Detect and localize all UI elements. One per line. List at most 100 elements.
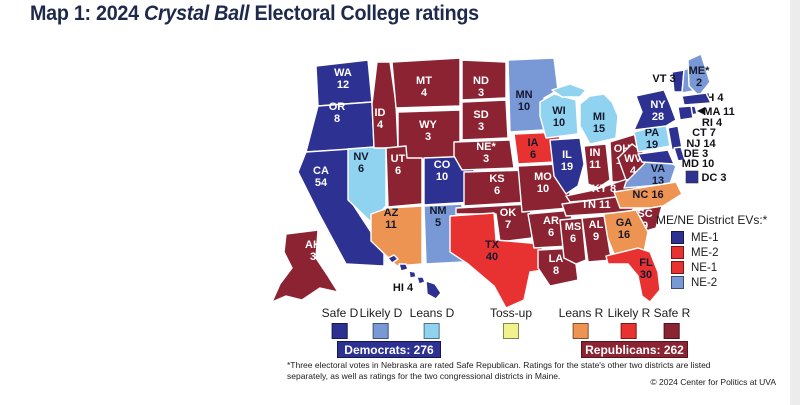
state-label-me: ME* xyxy=(689,65,711,77)
legend-swatch-likely-d xyxy=(373,323,389,339)
legend-swatch-likely-r xyxy=(621,323,637,339)
state-label-wa: WA xyxy=(334,67,352,79)
state-il xyxy=(549,137,585,195)
state-label-az: AZ xyxy=(384,207,399,219)
state-label-ar: AR xyxy=(543,215,559,227)
state-label-md: MD 10 xyxy=(682,158,714,170)
state-label-ma: MA 11 xyxy=(703,106,734,118)
state-label-ct: CT 7 xyxy=(692,127,716,139)
state-ev-la: 8 xyxy=(553,265,559,277)
state-ev-ok: 7 xyxy=(505,219,511,231)
state-label-dc: DC 3 xyxy=(701,172,726,184)
state-wi xyxy=(539,93,579,139)
state-ev-co: 10 xyxy=(436,171,448,183)
legend-label: Toss-up xyxy=(489,306,533,320)
footnote-line2: separately, as well as ratings for the t… xyxy=(287,370,561,381)
legend-label: Likely R xyxy=(607,306,651,320)
state-ev-wv: 4 xyxy=(630,165,637,177)
state-ev-ne: 3 xyxy=(483,153,489,165)
legend-item-safe-d: Safe D xyxy=(321,306,359,339)
state-ms xyxy=(559,217,587,265)
state-label-ok: OK xyxy=(500,207,517,219)
state-ev-mt: 4 xyxy=(421,87,428,99)
state-label-mn: MN xyxy=(515,89,532,101)
state-label-il: IL xyxy=(562,149,572,161)
state-nc xyxy=(613,181,683,209)
footnote-line1: *Three electoral votes in Nebraska are r… xyxy=(287,360,711,370)
state-fl xyxy=(605,247,661,303)
state-ev-mo: 10 xyxy=(537,183,549,195)
state-md xyxy=(637,149,675,165)
legend-label: Safe D xyxy=(321,306,359,320)
legend-item-leans-d: Leans D xyxy=(409,306,455,339)
state-tx xyxy=(449,212,545,309)
district-swatch-me-2 xyxy=(671,246,684,259)
legend-swatch-leans-d xyxy=(423,323,440,339)
state-ev-il: 19 xyxy=(561,161,573,173)
state-ev-pa: 19 xyxy=(646,139,658,151)
state-mt xyxy=(391,57,461,109)
district-row-ne-2: NE-2 xyxy=(671,275,767,290)
state-label-ky: KY 8 xyxy=(592,183,616,195)
state-ev-mi: 15 xyxy=(593,123,605,135)
state-label-wv: WV xyxy=(624,153,642,165)
legend-item-safe-r: Safe R xyxy=(653,306,691,339)
state-label-nd: ND xyxy=(473,75,489,87)
state-ev-id: 4 xyxy=(377,119,384,131)
district-label: NE-1 xyxy=(691,261,718,274)
legend-swatch-leans-r xyxy=(572,323,589,339)
state-swatch-dc xyxy=(685,170,699,184)
state-label-la: LA xyxy=(549,253,564,265)
state-ev-me: 2 xyxy=(696,77,702,89)
state-mn xyxy=(507,57,559,133)
democrats-total-bar: Democrats: 276 xyxy=(337,341,441,358)
ma-label-pointer-icon xyxy=(697,107,705,115)
state-label-sd: SD xyxy=(473,109,488,121)
state-mi xyxy=(551,83,619,145)
state-label-ak: AK xyxy=(305,239,321,251)
state-label-al: AL xyxy=(589,219,604,231)
state-ev-nd: 3 xyxy=(478,87,484,99)
state-ev-ca: 54 xyxy=(315,177,328,189)
district-label: ME-1 xyxy=(691,231,719,244)
state-label-fl: FL xyxy=(639,257,653,269)
state-in xyxy=(583,143,611,189)
state-label-ri: RI 4 xyxy=(702,117,723,129)
state-ev-in: 11 xyxy=(589,159,601,171)
state-label-wy: WY xyxy=(419,119,437,131)
state-label-nv: NV xyxy=(353,151,369,163)
state-label-ne: NE* xyxy=(476,141,496,153)
state-hi xyxy=(387,254,442,300)
state-label-nc: NC 16 xyxy=(632,189,663,201)
state-ev-nm: 5 xyxy=(435,217,441,229)
state-ut xyxy=(385,145,423,208)
state-label-mt: MT xyxy=(416,75,432,87)
state-ev-mn: 10 xyxy=(518,101,530,113)
page-title-italic: Crystal Ball xyxy=(144,2,250,25)
district-evs-rows: ME-1 ME-2 NE-1 NE-2 xyxy=(656,230,767,290)
state-ev-ny: 28 xyxy=(652,111,664,123)
legend-item-leans-r: Leans R xyxy=(558,306,604,339)
right-edge-strip xyxy=(790,0,800,405)
state-ev-nv: 6 xyxy=(358,163,364,175)
state-ev-ut: 6 xyxy=(395,165,401,177)
state-label-pa: PA xyxy=(645,127,660,139)
state-label-vt: VT 3 xyxy=(652,73,675,85)
legend-label: Leans D xyxy=(409,306,455,320)
copyright-notice: © 2024 Center for Politics at UVA xyxy=(650,377,776,387)
state-label-ms: MS xyxy=(565,221,582,233)
district-swatch-ne-2 xyxy=(671,276,684,289)
state-label-hi: HI 4 xyxy=(393,282,414,294)
state-label-nj: NJ 14 xyxy=(686,138,716,150)
state-ev-ar: 6 xyxy=(548,227,554,239)
state-nd xyxy=(461,59,507,101)
district-row-me-2: ME-2 xyxy=(671,245,767,260)
legend-label: Safe R xyxy=(653,306,691,320)
state-ma xyxy=(681,92,712,106)
district-label: NE-2 xyxy=(691,276,718,289)
legend-label: Leans R xyxy=(558,306,604,320)
state-ev-ms: 6 xyxy=(570,233,576,245)
state-ev-wy: 3 xyxy=(425,131,431,143)
state-ev-fl: 30 xyxy=(640,269,652,281)
